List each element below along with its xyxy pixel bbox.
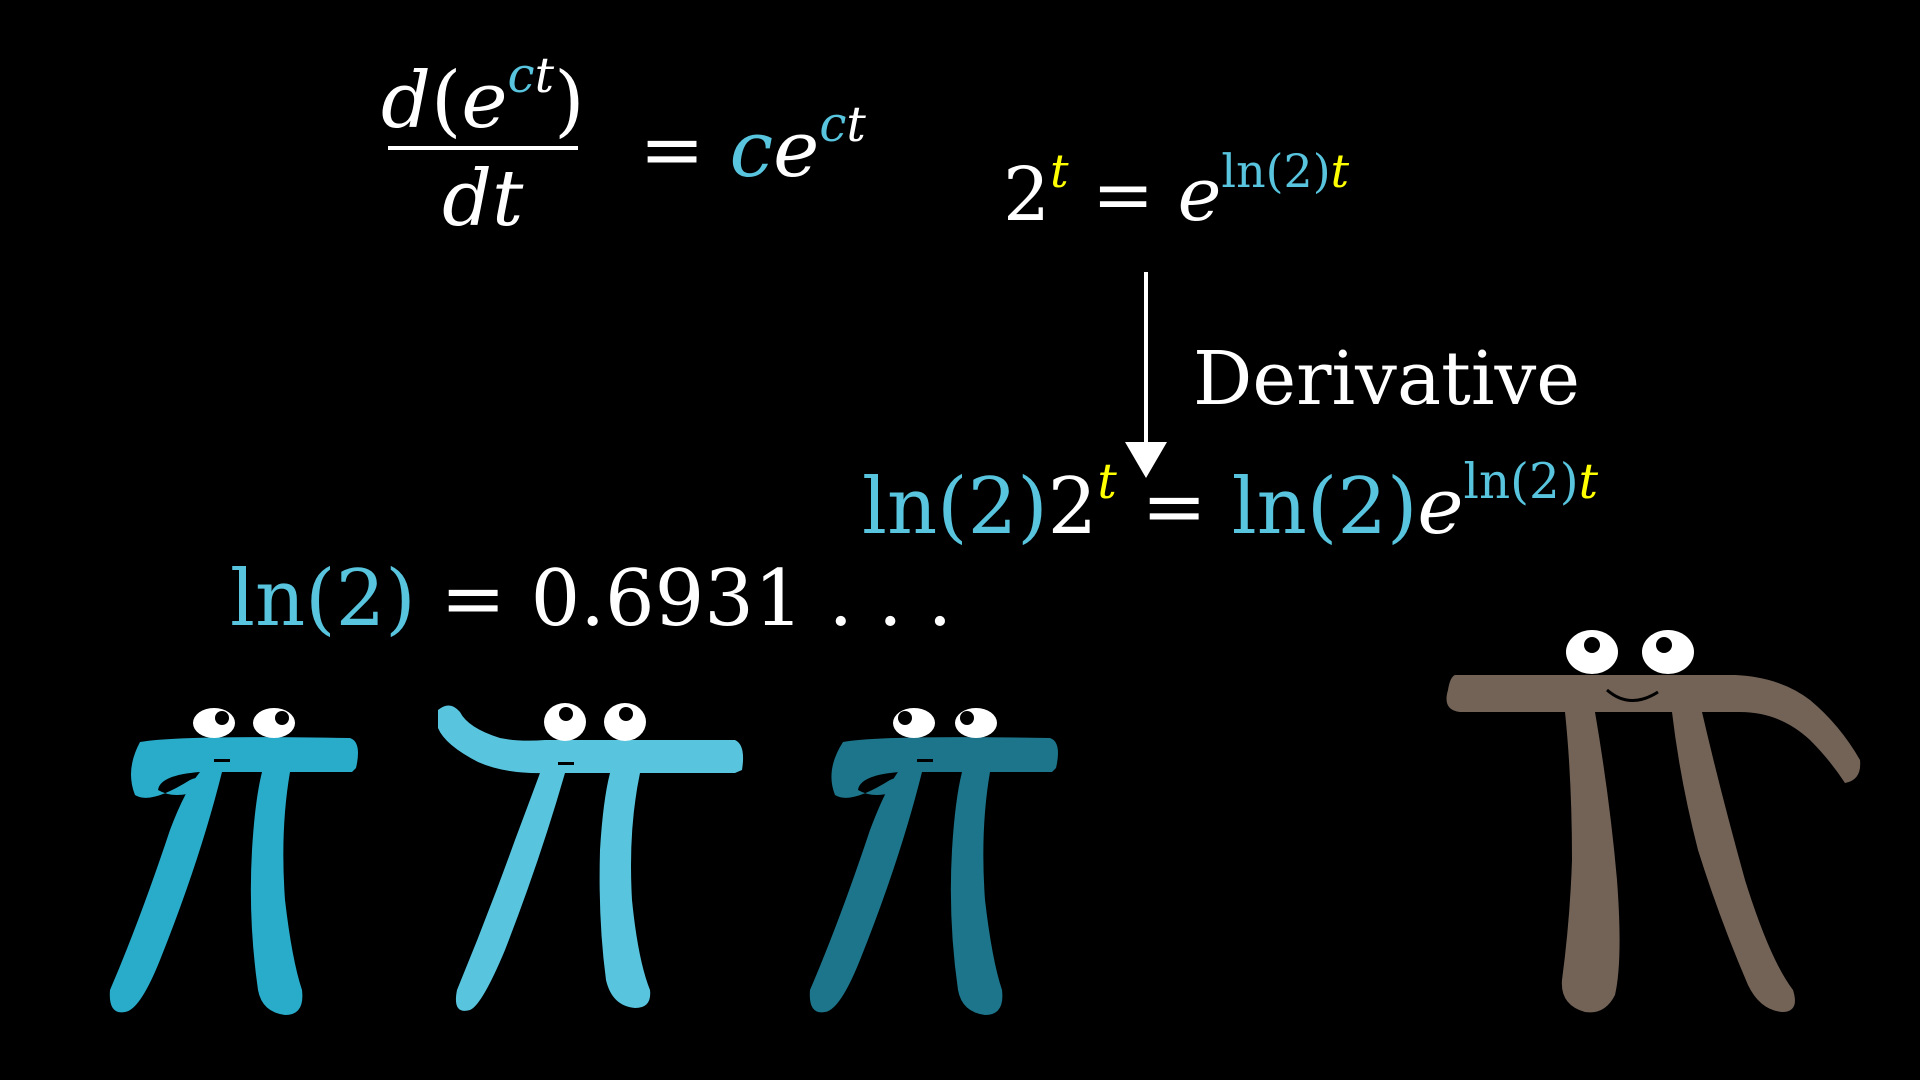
d-symbol: d — [381, 56, 431, 146]
exponent-c: c — [507, 48, 535, 105]
e-symbol: e — [773, 105, 820, 195]
base-two: 2 — [1003, 152, 1051, 238]
exponent-ln2: ln(2) — [1463, 454, 1579, 511]
fraction-denominator: dt — [442, 154, 524, 244]
paren-close: ) — [554, 56, 585, 146]
exponent-t: t — [1097, 454, 1117, 511]
paren-open: ( — [430, 56, 462, 146]
exponent-t: t — [534, 48, 555, 105]
derivative-label: Derivative — [1193, 336, 1581, 422]
fraction-numerator: d(ect) — [375, 52, 591, 146]
ln2-factor: ln(2) — [1231, 462, 1418, 552]
fraction-bar — [387, 146, 578, 150]
pi-creature-blue — [109, 708, 358, 1015]
pi-creature-dark-blue — [809, 708, 1058, 1015]
exponent-c: c — [819, 97, 847, 154]
exponent-t: t — [1050, 143, 1069, 198]
result-equation: ln(2)2t = ln(2)eln(2)t — [862, 458, 1598, 546]
equals-sign: = — [1141, 462, 1207, 552]
exponent-t: t — [846, 97, 866, 154]
pi-creature-brown — [1446, 630, 1861, 1013]
equals-sign: = — [440, 554, 506, 644]
c-symbol: c — [729, 105, 774, 195]
ln2-term: ln(2) — [230, 554, 416, 644]
exponent-t: t — [1330, 143, 1350, 198]
eyes — [1566, 630, 1694, 674]
pi-creature-light-blue — [438, 703, 744, 1011]
ln2-factor: ln(2) — [862, 462, 1048, 552]
ln2-decimal-value: 0.6931 . . . — [530, 554, 953, 644]
exponent-ln2: ln(2) — [1221, 143, 1331, 198]
ln2-value-equation: ln(2) = 0.6931 . . . — [230, 560, 952, 638]
down-arrow-icon — [1125, 272, 1167, 478]
two-to-t-equation: 2t = eln(2)t — [1003, 148, 1349, 232]
e-symbol: e — [461, 56, 508, 146]
e-symbol: e — [1177, 152, 1222, 238]
eyes — [544, 703, 646, 741]
smile — [1606, 688, 1659, 702]
derivative-equation: d(ect) dt = cect — [375, 52, 866, 244]
e-symbol: e — [1417, 462, 1464, 552]
fraction: d(ect) dt — [375, 52, 591, 244]
exponent-t: t — [1578, 454, 1599, 511]
base-two: 2 — [1047, 462, 1098, 552]
equals-sign: = — [1092, 152, 1155, 238]
equals-sign: = — [639, 105, 705, 195]
derivative-rhs: = cect — [639, 101, 866, 189]
